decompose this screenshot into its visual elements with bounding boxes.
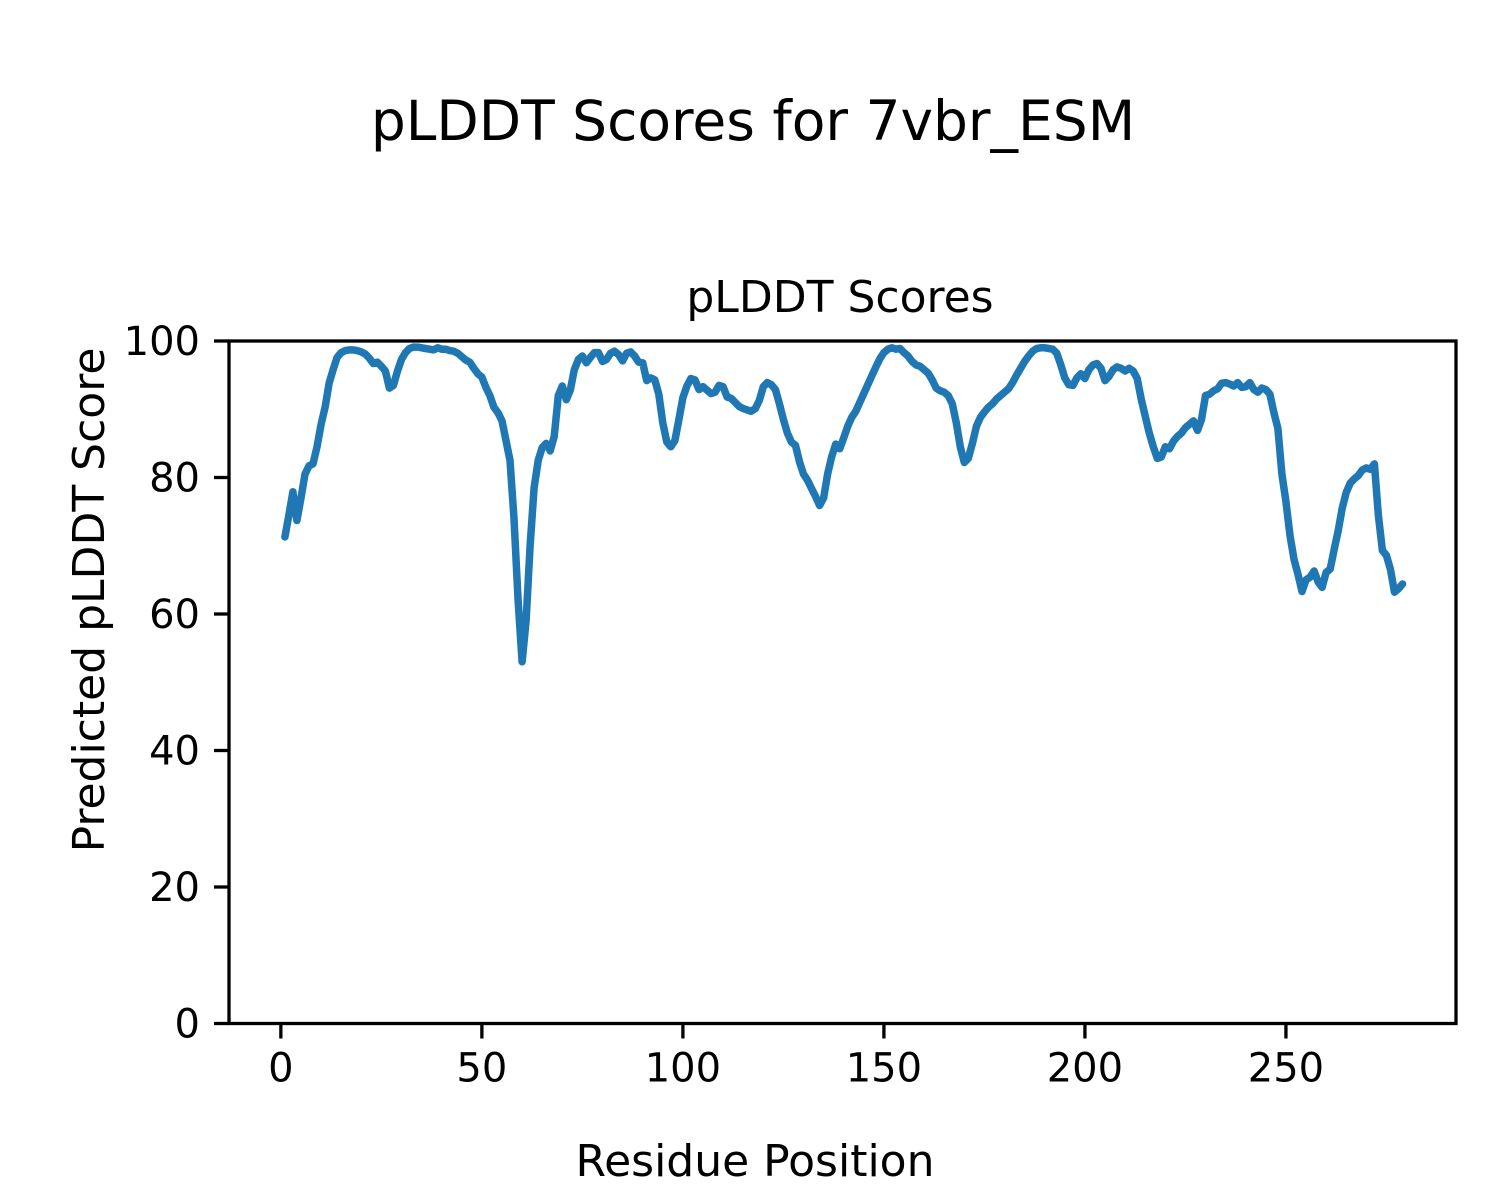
- y-tick-label: 20: [149, 865, 200, 911]
- y-tick-label: 40: [149, 729, 200, 775]
- x-tick-label: 50: [456, 1046, 507, 1092]
- x-axis-label: Residue Position: [575, 1136, 934, 1187]
- x-tick-label: 150: [846, 1046, 922, 1092]
- axes-title: pLDDT Scores: [686, 272, 993, 323]
- x-tick-label: 100: [645, 1046, 721, 1092]
- plddt-line: [281, 343, 1407, 666]
- x-tick-label: 250: [1248, 1046, 1324, 1092]
- y-axis-ticks: 0 20 40 60 80 100: [124, 319, 229, 1048]
- x-axis-ticks: 0 50 100 150 200 250: [268, 1023, 1324, 1092]
- y-tick-label: 80: [149, 456, 200, 502]
- plddt-series-path: [281, 343, 1407, 666]
- x-tick-label: 0: [268, 1046, 293, 1092]
- figure-title: pLDDT Scores for 7vbr_ESM: [371, 89, 1135, 153]
- y-tick-label: 0: [175, 1002, 200, 1048]
- x-tick-label: 200: [1047, 1046, 1123, 1092]
- y-axis-label: Predicted pLDDT Score: [64, 348, 115, 853]
- y-tick-label: 100: [124, 319, 200, 365]
- plot-frame: [227, 339, 1458, 1026]
- y-tick-label: 60: [149, 592, 200, 638]
